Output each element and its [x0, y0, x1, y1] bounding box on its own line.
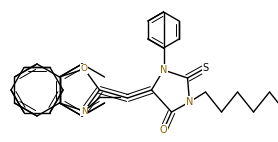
Text: N: N [186, 97, 193, 107]
Text: S: S [202, 63, 208, 73]
Text: O: O [81, 64, 88, 73]
Text: N: N [160, 65, 167, 75]
Text: N: N [81, 106, 88, 116]
Text: O: O [160, 125, 167, 135]
